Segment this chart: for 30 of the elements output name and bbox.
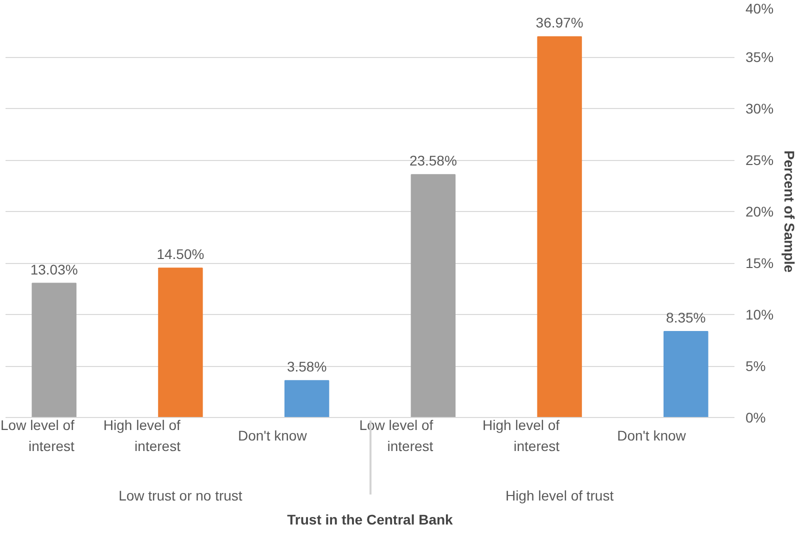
data-label: 14.50%: [156, 246, 204, 262]
y-tick-label: 10%: [746, 306, 774, 322]
bar: [537, 36, 582, 418]
series-label: Low level of interest: [0, 417, 75, 454]
data-label: 3.58%: [286, 358, 327, 375]
y-tick-label: 30%: [746, 100, 774, 116]
data-label: 13.03%: [30, 261, 78, 278]
data-label: 8.35%: [666, 309, 706, 326]
series-label: Don't know: [238, 428, 308, 444]
text: High level of interest: [482, 417, 560, 454]
bar: [664, 330, 708, 418]
y-tick-label: 0%: [746, 410, 766, 426]
y-tick-label: 20%: [746, 204, 774, 220]
y-axis-title: Percent of Sample: [782, 150, 798, 273]
series-label: High level of interest: [103, 417, 181, 454]
bar: [284, 380, 330, 418]
y-tick-label: 40%: [746, 0, 774, 16]
x-axis-title: Trust in the Central Bank: [287, 511, 454, 528]
bar: [158, 268, 203, 418]
y-tick-label: 5%: [746, 358, 766, 374]
y-tick-label: 15%: [746, 255, 774, 271]
x-tick-label: High level of trust: [505, 487, 614, 504]
data-label: 23.58%: [409, 152, 457, 169]
y-tick-label: 35%: [746, 49, 774, 65]
text: Don't know: [617, 428, 686, 444]
x-tick-label: Low trust or no trust: [118, 487, 242, 504]
y-tick-label: 25%: [746, 152, 774, 168]
data-label: 36.97%: [536, 14, 584, 31]
bar: [410, 174, 456, 418]
bar: [32, 282, 76, 418]
